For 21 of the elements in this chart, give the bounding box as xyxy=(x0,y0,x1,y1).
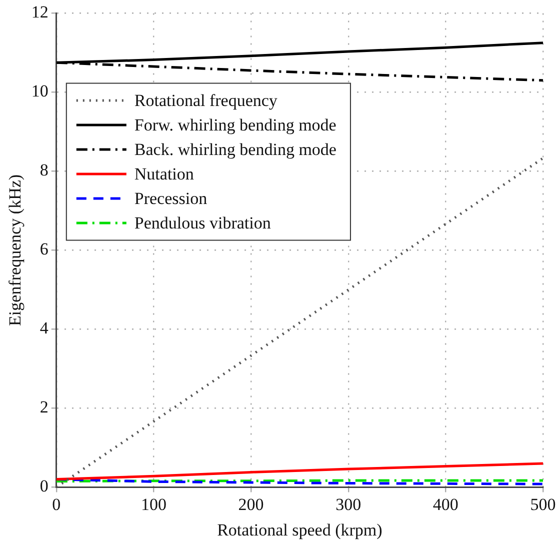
legend-label: Rotational frequency xyxy=(134,90,278,110)
y-tick-label: 2 xyxy=(40,398,48,417)
x-axis-title: Rotational speed (krpm) xyxy=(217,520,382,540)
legend-label: Forw. whirling bending mode xyxy=(134,115,336,134)
y-axis-title: Eigenfrequency (kHz) xyxy=(6,174,25,326)
y-tick-label: 8 xyxy=(40,160,48,180)
x-tick-label: 300 xyxy=(336,494,362,514)
x-tick-label: 500 xyxy=(530,494,556,514)
y-tick-label: 0 xyxy=(40,476,48,496)
legend-label: Nutation xyxy=(134,164,194,184)
x-tick-label: 200 xyxy=(238,494,264,514)
y-tick-label: 6 xyxy=(40,240,48,259)
legend-label: Pendulous vibration xyxy=(134,213,272,232)
y-tick-label: 4 xyxy=(40,318,49,338)
x-tick-label: 400 xyxy=(432,494,458,514)
y-tick-label: 12 xyxy=(31,2,48,22)
legend-label: Back. whirling bending mode xyxy=(134,140,336,159)
x-tick-label: 0 xyxy=(52,494,61,514)
legend-label: Precession xyxy=(134,188,208,208)
x-tick-label: 100 xyxy=(140,494,166,514)
y-tick-label: 10 xyxy=(31,82,48,101)
